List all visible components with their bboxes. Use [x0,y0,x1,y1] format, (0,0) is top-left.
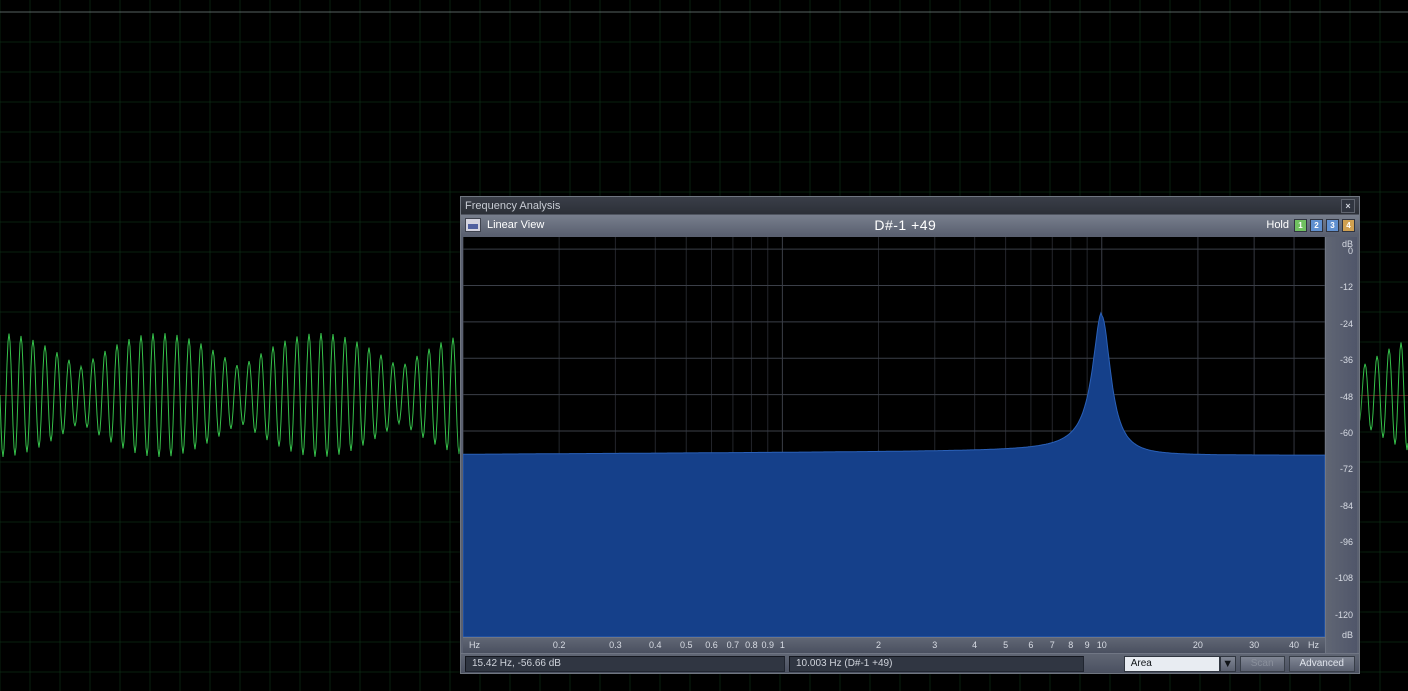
x-tick-label: 0.8 [745,640,758,650]
display-mode-combo[interactable]: Area ▼ [1124,656,1236,672]
advanced-button[interactable]: Advanced [1289,656,1355,672]
chevron-down-icon: ▼ [1222,658,1233,670]
x-tick-label: 0.9 [762,640,775,650]
combo-dropdown-button[interactable]: ▼ [1220,656,1236,672]
x-tick-label: 2 [876,640,881,650]
window-titlebar[interactable]: Frequency Analysis × [461,197,1359,215]
hold-slot-4-button[interactable]: 4 [1342,219,1355,232]
hold-slot-1-button[interactable]: 1 [1294,219,1307,232]
x-tick-label: 30 [1249,640,1259,650]
y-tick-label: -36 [1340,355,1353,365]
hold-slot-2-button[interactable]: 2 [1310,219,1323,232]
y-axis[interactable]: dB 0-12-24-36-48-60-72-84-96-108-120dB [1325,237,1357,653]
linear-view-icon[interactable] [465,218,481,232]
combo-value[interactable]: Area [1124,656,1220,672]
y-tick-label: -120 [1335,610,1353,620]
y-tick-label: -108 [1335,573,1353,583]
window-title: Frequency Analysis [465,200,1341,212]
x-tick-label: 10 [1097,640,1107,650]
cursor-readout: 15.42 Hz, -56.66 dB [465,656,785,672]
hold-group: Hold 1 2 3 4 [1266,219,1355,232]
x-tick-label: 20 [1193,640,1203,650]
x-tick-label: 1 [780,640,785,650]
y-tick-label: -96 [1340,537,1353,547]
y-tick-label: -24 [1340,319,1353,329]
x-tick-label: 7 [1050,640,1055,650]
frequency-analysis-window[interactable]: Frequency Analysis × Linear View D#-1 +4… [460,196,1360,674]
x-tick-label: 0.4 [649,640,662,650]
freq-chart-area: Hz Hz 0.2 0.3 0.4 0.5 0.6 0.7 0.8 0.9 1 2 3 4 5 6 7 8 91… [461,235,1359,653]
x-axis[interactable]: Hz Hz 0.2 0.3 0.4 0.5 0.6 0.7 0.8 0.9 1 2 3 4 5 6 7 8 91… [463,637,1325,653]
hold-label: Hold [1266,219,1289,231]
freq-toolbar: Linear View D#-1 +49 Hold 1 2 3 4 [461,215,1359,235]
x-tick-label: 0.5 [680,640,693,650]
x-tick-label: 0.3 [609,640,622,650]
freq-statusbar: 15.42 Hz, -56.66 dB 10.003 Hz (D#-1 +49)… [461,653,1359,673]
note-readout: D#-1 +49 [544,217,1266,233]
x-axis-unit-right: Hz [1308,640,1319,650]
x-tick-label: 4 [972,640,977,650]
x-tick-label: 9 [1085,640,1090,650]
y-tick-label: -72 [1340,464,1353,474]
y-tick-label: -12 [1340,282,1353,292]
x-tick-label: 0.6 [705,640,718,650]
view-mode-label[interactable]: Linear View [487,219,544,231]
close-icon: × [1345,201,1350,211]
spectrum-svg [463,237,1325,637]
y-axis-unit-bottom: dB [1342,630,1353,640]
x-tick-label: 0.7 [727,640,740,650]
x-tick-label: 5 [1003,640,1008,650]
x-axis-unit-left: Hz [469,640,480,650]
x-tick-label: 0.2 [553,640,566,650]
x-tick-label: 6 [1028,640,1033,650]
peak-readout: 10.003 Hz (D#-1 +49) [789,656,1084,672]
y-tick-label: -60 [1340,428,1353,438]
x-tick-label: 3 [932,640,937,650]
y-tick-label: 0 [1348,246,1353,256]
x-tick-label: 8 [1068,640,1073,650]
scan-button[interactable]: Scan [1240,656,1285,672]
close-button[interactable]: × [1341,199,1355,213]
spectrum-plot[interactable]: Hz Hz 0.2 0.3 0.4 0.5 0.6 0.7 0.8 0.9 1 2 3 4 5 6 7 8 91… [463,237,1325,653]
hold-slot-3-button[interactable]: 3 [1326,219,1339,232]
x-tick-label: 40 [1289,640,1299,650]
y-tick-label: -84 [1340,501,1353,511]
y-tick-label: -48 [1340,392,1353,402]
